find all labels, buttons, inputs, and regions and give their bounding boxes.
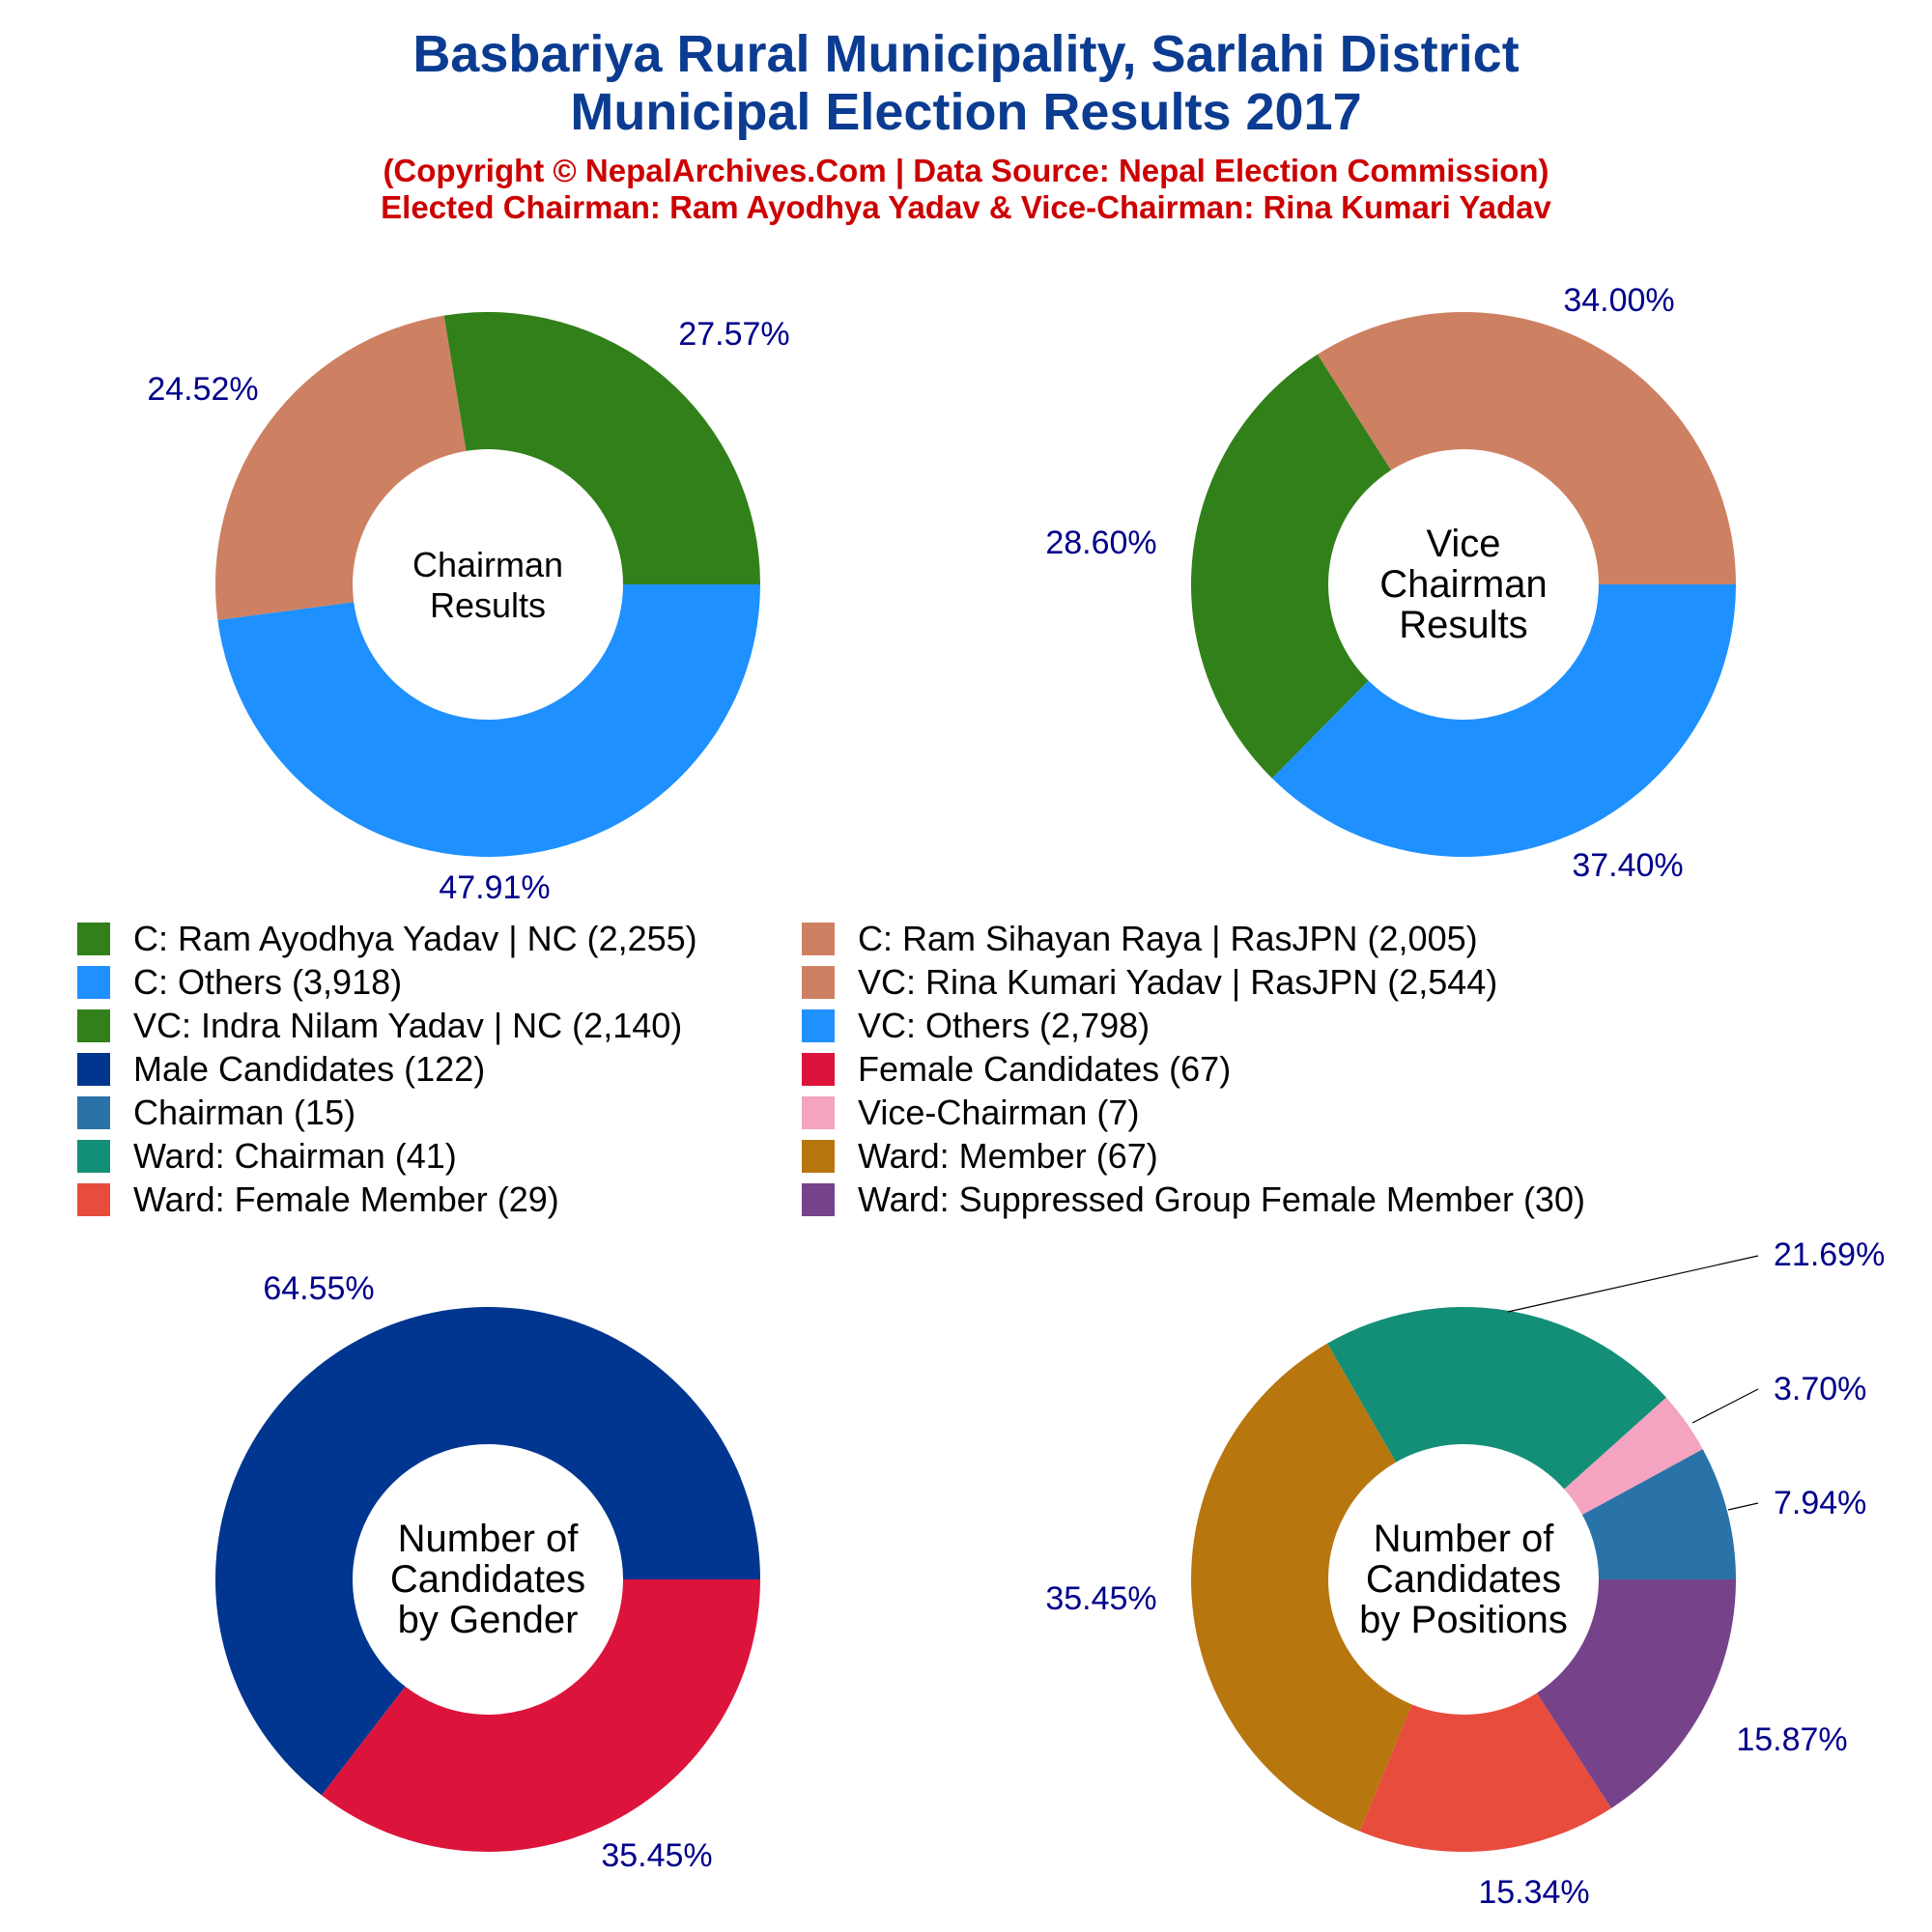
- legend-swatch: [802, 1009, 835, 1042]
- legend-item: Ward: Chairman (41): [77, 1135, 457, 1178]
- positions-center-label: Number of Candidates by Positions: [1359, 1518, 1568, 1641]
- vice-chairman-center-label: Vice Chairman Results: [1379, 523, 1547, 646]
- legend-label: C: Others (3,918): [133, 962, 403, 1002]
- leader-line: [1507, 1255, 1759, 1313]
- positions-slice: [1191, 1343, 1412, 1832]
- vice-chairman-slice: [1191, 354, 1391, 779]
- leader-line: [1727, 1502, 1759, 1511]
- positions-pct-label: 15.34%: [1478, 1874, 1589, 1911]
- legend-item: Ward: Suppressed Group Female Member (30…: [802, 1179, 1585, 1221]
- positions-pct-label: 21.69%: [1774, 1236, 1885, 1273]
- chairman-center-label: Chairman Results: [412, 545, 563, 625]
- positions-pct-label: 3.70%: [1774, 1371, 1866, 1407]
- legend-label: VC: Others (2,798): [858, 1006, 1151, 1045]
- legend-swatch: [77, 1009, 110, 1042]
- gender-center-label: Number of Candidates by Gender: [390, 1518, 585, 1641]
- vice-chairman-pct-label: 28.60%: [1045, 525, 1156, 561]
- legend-label: Ward: Suppressed Group Female Member (30…: [858, 1179, 1585, 1219]
- vice-chairman-slice: [1317, 311, 1736, 584]
- positions-slice: [1536, 1579, 1736, 1808]
- legend-label: Ward: Chairman (41): [133, 1136, 457, 1176]
- positions-slice: [1359, 1692, 1611, 1852]
- gender-slice: [321, 1579, 760, 1852]
- legend-swatch: [77, 966, 110, 999]
- legend-label: VC: Rina Kumari Yadav | RasJPN (2,544): [858, 962, 1498, 1002]
- legend-item: Male Candidates (122): [77, 1048, 485, 1091]
- chairman-pct-label: 47.91%: [439, 869, 550, 906]
- legend-label: Ward: Female Member (29): [133, 1179, 559, 1219]
- legend-label: VC: Indra Nilam Yadav | NC (2,140): [133, 1006, 683, 1045]
- gender-pct-label: 64.55%: [263, 1270, 374, 1307]
- chairman-slice: [214, 315, 467, 620]
- legend-item: VC: Rina Kumari Yadav | RasJPN (2,544): [802, 961, 1497, 1004]
- positions-slice: [1327, 1307, 1666, 1490]
- gender-slice: [214, 1306, 760, 1796]
- leader-line: [1691, 1388, 1759, 1424]
- legend-item: VC: Others (2,798): [802, 1005, 1150, 1047]
- vice-chairman-slice: [1271, 584, 1736, 857]
- positions-pct-label: 15.87%: [1736, 1721, 1847, 1758]
- legend-swatch: [802, 1053, 835, 1086]
- chairman-slice: [217, 584, 761, 858]
- chairman-slice: [443, 311, 760, 584]
- legend-swatch: [802, 966, 835, 999]
- chairman-pct-label: 27.57%: [678, 316, 789, 353]
- legend-label: Ward: Member (67): [858, 1136, 1158, 1176]
- legend-item: Ward: Member (67): [802, 1135, 1158, 1178]
- legend-swatch: [802, 923, 835, 955]
- legend-item: Chairman (15): [77, 1092, 355, 1134]
- chart-title-line-2: Municipal Election Results 2017: [570, 83, 1362, 141]
- chairman-pct-label: 24.52%: [147, 371, 258, 408]
- legend-swatch: [802, 1140, 835, 1173]
- vice-chairman-pct-label: 37.40%: [1572, 847, 1683, 884]
- vice-chairman-pct-label: 34.00%: [1563, 282, 1674, 319]
- legend-swatch: [77, 923, 110, 955]
- gender-pct-label: 35.45%: [601, 1837, 712, 1874]
- legend-swatch: [802, 1183, 835, 1216]
- legend-swatch: [77, 1183, 110, 1216]
- chart-title-line-1: Basbariya Rural Municipality, Sarlahi Di…: [412, 25, 1520, 83]
- legend-item: C: Others (3,918): [77, 961, 402, 1004]
- legend-swatch: [77, 1053, 110, 1086]
- legend-label: C: Ram Ayodhya Yadav | NC (2,255): [133, 919, 697, 958]
- legend-item: Ward: Female Member (29): [77, 1179, 559, 1221]
- positions-pct-label: 7.94%: [1774, 1485, 1866, 1521]
- legend-label: Female Candidates (67): [858, 1049, 1232, 1089]
- vice-chairman-donut-chart: 34.00% 28.60% 37.40% Vice Chairman Results: [1045, 282, 1736, 884]
- chart-subtitle-line-1: (Copyright © NepalArchives.Com | Data So…: [383, 153, 1549, 188]
- positions-pct-label: 35.45%: [1045, 1580, 1156, 1617]
- chart-subtitle-line-2: Elected Chairman: Ram Ayodhya Yadav & Vi…: [381, 189, 1551, 225]
- chairman-donut-chart: 27.57% 24.52% 47.91% Chairman Results: [147, 311, 790, 906]
- legend-label: Chairman (15): [133, 1093, 356, 1132]
- legend-label: C: Ram Sihayan Raya | RasJPN (2,005): [858, 919, 1478, 958]
- legend-swatch: [77, 1096, 110, 1129]
- legend-label: Vice-Chairman (7): [858, 1093, 1140, 1132]
- positions-slice: [1581, 1449, 1736, 1579]
- legend-item: Female Candidates (67): [802, 1048, 1231, 1091]
- legend-item: VC: Indra Nilam Yadav | NC (2,140): [77, 1005, 682, 1047]
- positions-donut-chart: 7.94% 3.70% 21.69% 35.45% 15.34% 15.87% Number…: [1045, 1236, 1885, 1911]
- positions-slice: [1564, 1397, 1703, 1516]
- legend-swatch: [77, 1140, 110, 1173]
- legend-swatch: [802, 1096, 835, 1129]
- legend-item: C: Ram Sihayan Raya | RasJPN (2,005): [802, 918, 1478, 960]
- legend-item: C: Ram Ayodhya Yadav | NC (2,255): [77, 918, 697, 960]
- gender-donut-chart: 64.55% 35.45% Number of Candidates by Gender: [214, 1270, 760, 1874]
- chart-header: Basbariya Rural Municipality, Sarlahi Di…: [0, 0, 1932, 226]
- legend-item: Vice-Chairman (7): [802, 1092, 1139, 1134]
- legend-label: Male Candidates (122): [133, 1049, 486, 1089]
